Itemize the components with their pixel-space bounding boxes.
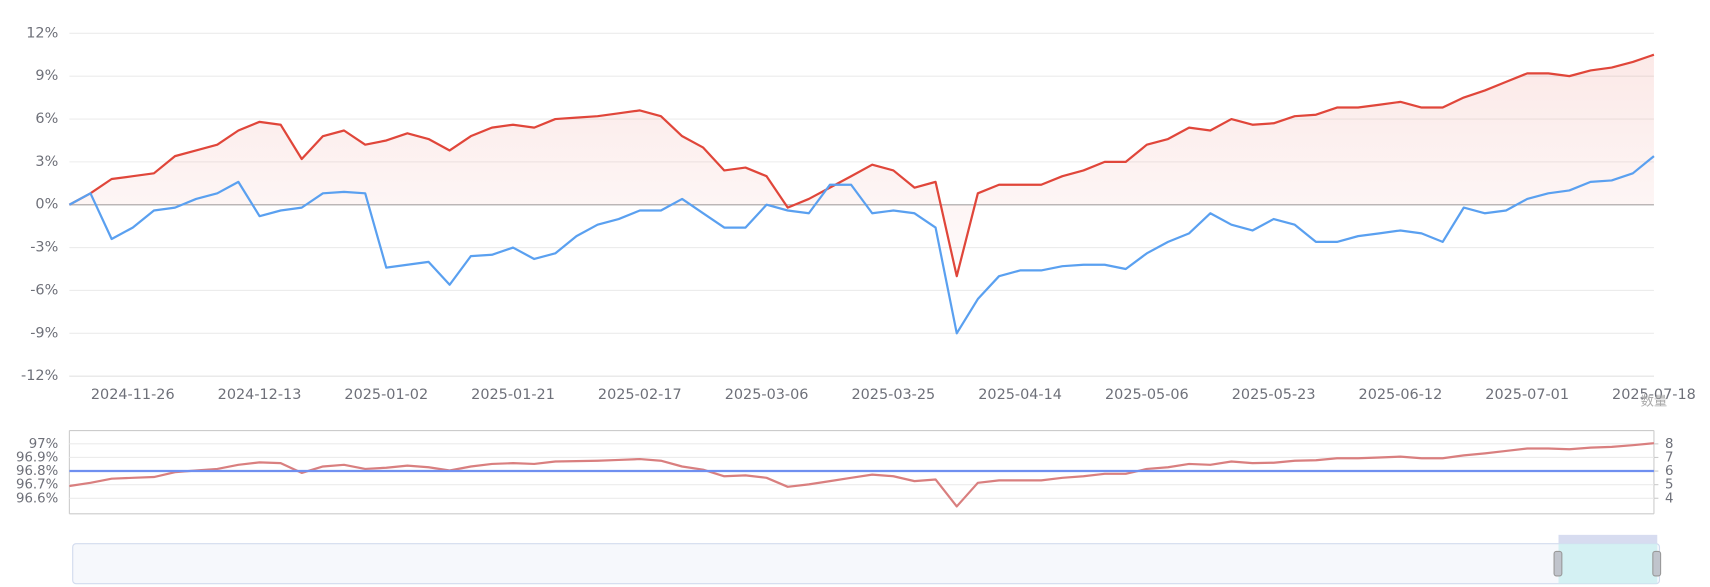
y-tick-label: 96.8% <box>16 464 58 479</box>
x-tick-label: 2025-02-17 <box>598 387 682 403</box>
y-tick-label: 6% <box>35 111 58 127</box>
y-tick-label: 96.6% <box>16 491 58 506</box>
y2-tick-label: 7 <box>1665 450 1673 465</box>
x-tick-label: 2025-01-02 <box>344 387 428 403</box>
y2-axis-label: 数量 <box>1641 394 1668 410</box>
y2-tick-label: 5 <box>1665 478 1673 493</box>
x-tick-label: 2025-05-06 <box>1105 387 1189 403</box>
y-tick-label: 96.7% <box>16 478 58 493</box>
x-tick-label: 2025-03-06 <box>725 387 809 403</box>
slider-bar <box>1558 534 1658 544</box>
y-tick-label: 12% <box>26 25 58 41</box>
x-tick-label: 2025-03-25 <box>851 387 935 403</box>
area <box>69 54 1654 277</box>
x-tick-label: 2025-07-01 <box>1485 387 1569 403</box>
x-tick-label: 2024-12-13 <box>218 387 302 403</box>
line <box>68 155 1655 335</box>
x-tick-label: 2024-11-26 <box>91 387 175 403</box>
y2-tick-label: 6 <box>1665 464 1673 479</box>
slider-track <box>72 543 1661 585</box>
slider-handle[interactable] <box>1652 550 1662 577</box>
y-tick-label: -12% <box>21 368 58 384</box>
y2-tick-label: 8 <box>1665 437 1673 452</box>
x-tick-label: 2025-01-21 <box>471 387 555 403</box>
y-tick-label: 0% <box>35 197 58 213</box>
y-tick-label: -3% <box>30 240 58 256</box>
x-tick-label: 2025-07-18 <box>1612 387 1696 403</box>
x-tick-label: 2025-05-23 <box>1232 387 1316 403</box>
data-zoom-slider[interactable] <box>72 534 1662 585</box>
y-tick-label: 96.9% <box>16 450 58 465</box>
slider-handle[interactable] <box>1553 550 1563 577</box>
line <box>68 53 1655 278</box>
line <box>69 442 1655 508</box>
slider-window <box>1558 543 1658 584</box>
y-tick-label: 97% <box>29 437 59 452</box>
y2-tick-label: 4 <box>1665 491 1673 506</box>
x-tick-label: 2025-06-12 <box>1359 387 1443 403</box>
y-tick-label: -6% <box>30 282 58 298</box>
x-tick-label: 2025-04-14 <box>978 387 1062 403</box>
y-tick-label: -9% <box>30 325 58 341</box>
y-tick-label: 9% <box>35 68 58 84</box>
y-tick-label: 3% <box>35 154 58 170</box>
